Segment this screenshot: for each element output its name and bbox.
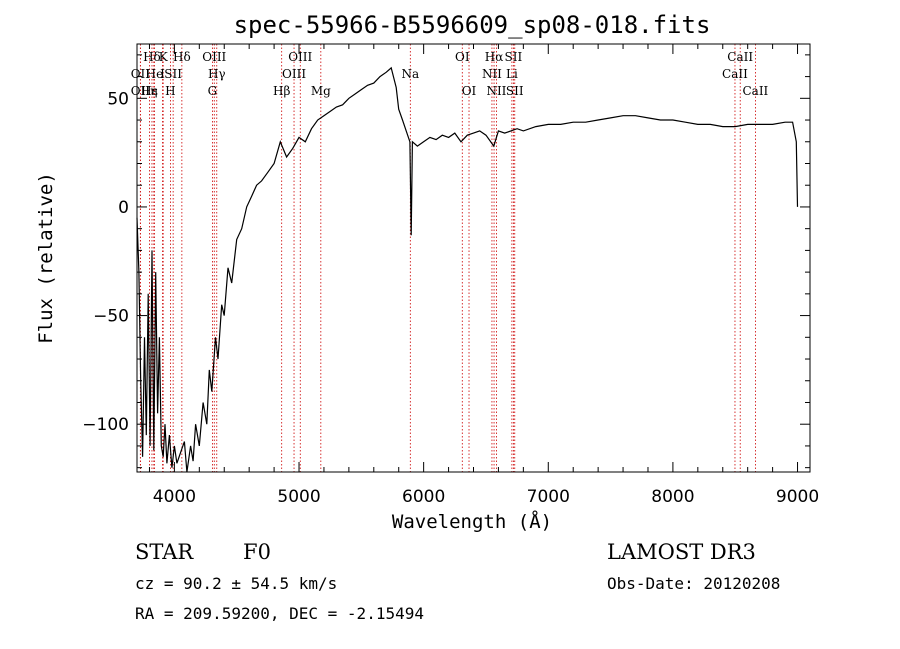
x-axis-ticks: 4000 5000 6000 7000 8000 9000: [148, 44, 819, 507]
x-tick-label: 4000: [153, 487, 196, 507]
spectrum-line: [136, 66, 799, 473]
object-class: STAR: [135, 540, 194, 564]
spectral-line-label: CaII: [727, 50, 753, 64]
spectral-line-label: Hβ: [273, 84, 290, 98]
spectral-line-label: Hε: [141, 84, 158, 98]
y-tick-label: 0: [118, 198, 129, 218]
y-axis-ticks: −100 −50 0 50: [82, 54, 810, 469]
chart-title: spec-55966-B5596609_sp08-018.fits: [234, 11, 711, 39]
spectral-line-label: Hα: [485, 50, 504, 64]
spectral-line-label: OI: [455, 50, 470, 64]
obs-date: Obs-Date: 20120208: [607, 574, 781, 593]
y-tick-label: −50: [93, 307, 129, 327]
spectral-line-label: Hγ: [208, 67, 226, 81]
spectral-line-label: SII: [164, 67, 182, 81]
spectral-line-label: OII: [131, 67, 151, 81]
spectral-line-label: NII: [482, 67, 502, 81]
y-tick-label: 50: [107, 89, 129, 109]
plot-frame: [136, 43, 811, 473]
redshift-cz: cz = 90.2 ± 54.5 km/s: [135, 574, 338, 593]
x-tick-label: 7000: [527, 487, 570, 507]
y-tick-label: −100: [82, 415, 129, 435]
spectral-line-label: Hδ: [173, 50, 191, 64]
spectral-line-label: K: [159, 50, 169, 64]
survey-name: LAMOST DR3: [607, 540, 756, 564]
spectral-line-label: NII: [486, 84, 506, 98]
spectral-line-label: OIII: [288, 50, 312, 64]
x-tick-label: 5000: [277, 487, 320, 507]
spectral-line-markers: [139, 44, 756, 472]
x-tick-label: 6000: [402, 487, 445, 507]
x-tick-label: 8000: [651, 487, 694, 507]
spectral-line-label: SII: [506, 84, 524, 98]
spectral-line-label: I: [160, 67, 165, 81]
spectral-line-label: OIII: [202, 50, 226, 64]
spectral-line-label: OII: [131, 84, 151, 98]
spectral-line-label: He: [146, 67, 164, 81]
spectral-line-label: Li: [506, 67, 518, 81]
coordinates: RA = 209.59200, DEC = -2.15494: [135, 604, 424, 623]
spectral-line-label: OIII: [282, 67, 306, 81]
spectral-line-label: OI: [462, 84, 477, 98]
spectral-line-label: G: [208, 84, 218, 98]
spectral-line-label: Hδ: [143, 50, 161, 64]
x-axis-label: Wavelength (Å): [392, 510, 552, 533]
x-tick-label: 9000: [776, 487, 819, 507]
spectral-line-label: CaII: [722, 67, 748, 81]
y-axis-label: Flux (relative): [35, 172, 57, 344]
spectral-line-label: Mg: [311, 84, 331, 98]
subclass: F0: [243, 540, 271, 564]
spectral-line-label: SII: [505, 50, 523, 64]
spectral-line-label: Na: [401, 67, 419, 81]
spectral-line-label: H: [165, 84, 175, 98]
spectral-line-label: η: [150, 84, 157, 98]
spectral-line-label: CaII: [742, 84, 768, 98]
